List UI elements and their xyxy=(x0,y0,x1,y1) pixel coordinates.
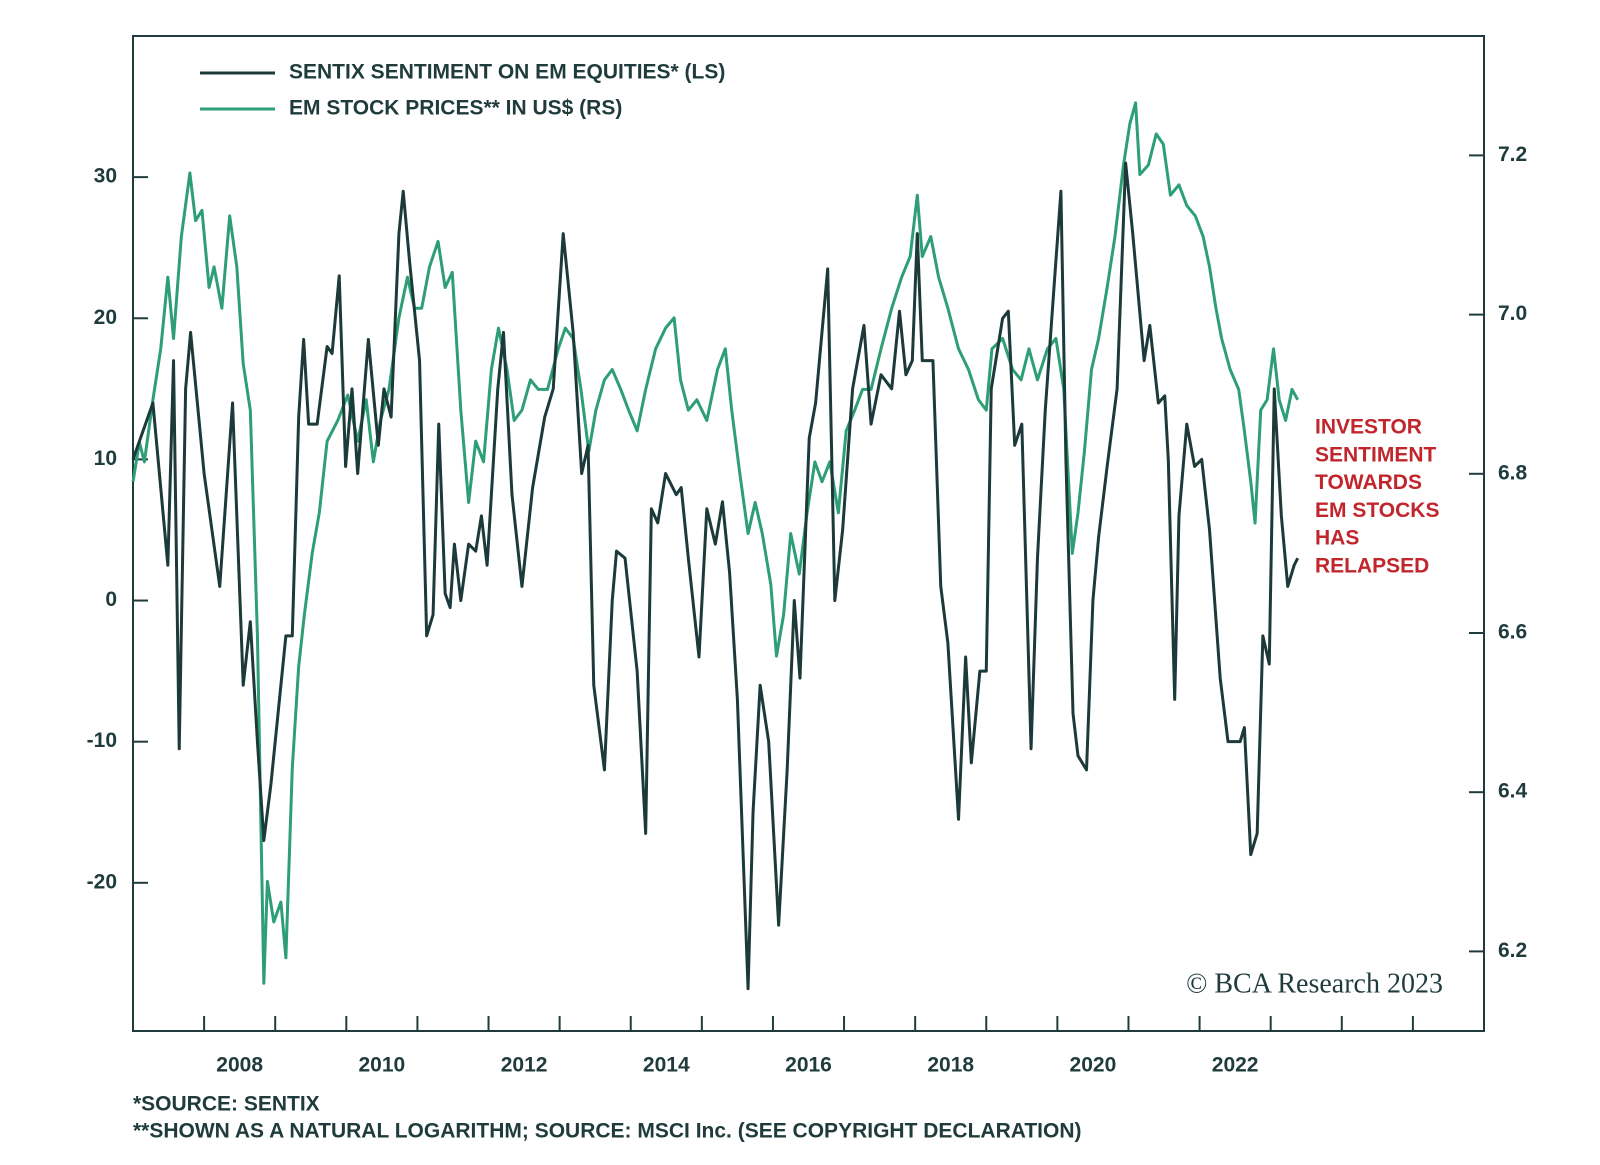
y2-tick-label: 6.4 xyxy=(1498,780,1528,803)
copyright-box xyxy=(1140,965,1452,1005)
x-tick-label: 2008 xyxy=(216,1054,263,1077)
x-tick-label: 2018 xyxy=(927,1054,974,1077)
y2-tick-label: 6.2 xyxy=(1498,939,1527,962)
series-line xyxy=(131,161,1300,991)
x-tick-label: 2020 xyxy=(1070,1054,1117,1077)
y2-tick-label: 7.2 xyxy=(1498,143,1527,166)
x-tick-label: 2022 xyxy=(1212,1054,1259,1077)
annotation-text: SENTIMENT xyxy=(1315,443,1437,466)
legend-label: EM STOCK PRICES** IN US$ (RS) xyxy=(289,97,622,120)
annotation-text: TOWARDS xyxy=(1315,471,1422,494)
y-tick-label: -10 xyxy=(87,729,117,752)
y-tick-label: 10 xyxy=(94,447,117,470)
annotation-text: HAS xyxy=(1315,527,1359,550)
x-tick-label: 2016 xyxy=(785,1054,832,1077)
y2-tick-label: 6.8 xyxy=(1498,461,1528,484)
y-tick-label: 20 xyxy=(94,306,117,329)
series-line xyxy=(131,101,1300,985)
y-tick-label: 30 xyxy=(94,165,117,188)
annotation-text: RELAPSED xyxy=(1315,555,1429,578)
y2-tick-label: 7.0 xyxy=(1498,302,1527,325)
footnote: **SHOWN AS A NATURAL LOGARITHM; SOURCE: … xyxy=(133,1120,1082,1143)
x-tick-label: 2010 xyxy=(359,1054,406,1077)
x-tick-label: 2014 xyxy=(643,1054,690,1077)
annotation-text: EM STOCKS xyxy=(1315,499,1439,522)
copyright: © BCA Research 2023 xyxy=(1186,968,1443,999)
legend-label: SENTIX SENTIMENT ON EM EQUITIES* (LS) xyxy=(289,61,725,84)
y-tick-label: -20 xyxy=(87,870,117,893)
y-tick-label: 0 xyxy=(105,588,117,611)
footnote: *SOURCE: SENTIX xyxy=(133,1093,320,1116)
y2-tick-label: 6.6 xyxy=(1498,621,1527,644)
x-tick-label: 2012 xyxy=(501,1054,548,1077)
annotation-text: INVESTOR xyxy=(1315,416,1422,439)
plot-frame xyxy=(132,35,1485,1032)
